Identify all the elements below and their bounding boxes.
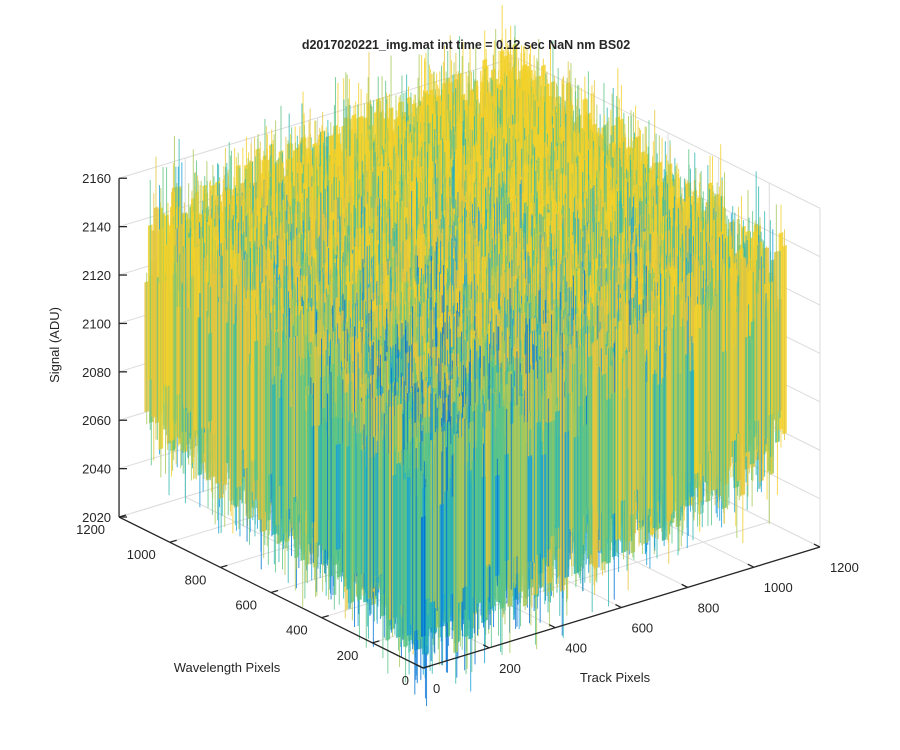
surface-mesh <box>144 5 787 707</box>
